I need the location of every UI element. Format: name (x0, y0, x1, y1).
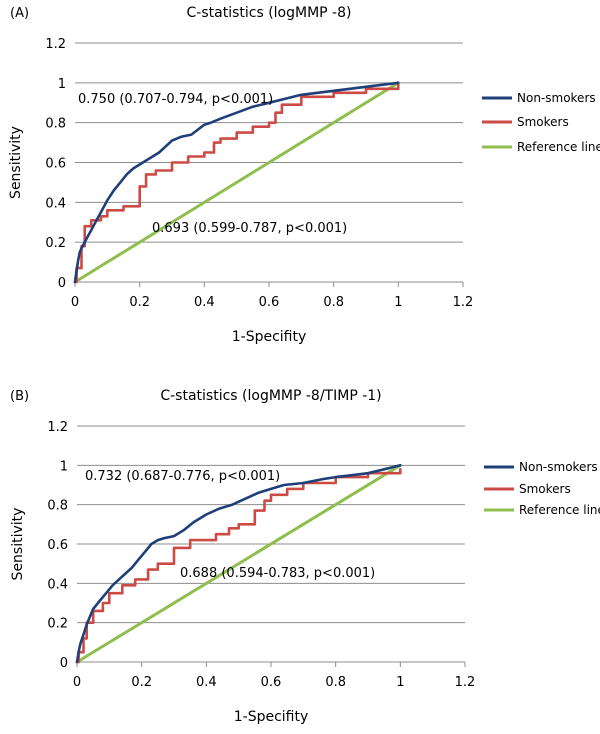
legend-entry: Non-smokers (519, 460, 598, 474)
chart-title: C-statistics (logMMP -8) (187, 5, 352, 21)
y-tick-label: 1.2 (47, 420, 68, 435)
legend-entry: Reference line (519, 503, 600, 517)
y-tick-label: 0.2 (47, 617, 68, 632)
smokers-line (73, 83, 400, 284)
y-tick-label: 0 (60, 656, 68, 671)
x-tick-label: 0.6 (259, 295, 280, 310)
non-smokers-line (73, 81, 400, 284)
y-tick-label: 0.2 (45, 236, 66, 251)
reference-line-line (75, 463, 402, 664)
x-axis-label: 1-Specifity (232, 329, 307, 345)
auc-annotation: 0.732 (0.687-0.776, p<0.001) (85, 469, 280, 484)
panel-label: (A) (10, 6, 29, 21)
x-tick-label: 1 (394, 295, 402, 310)
panel-label: (B) (10, 389, 29, 404)
x-tick-label: 0.2 (131, 675, 152, 690)
y-tick-label: 1 (60, 459, 68, 474)
x-tick-label: 1.2 (455, 675, 476, 690)
chart-panel-b: (B) C-statistics (logMMP -8/TIMP -1) 0 0.2 0… (10, 388, 600, 725)
legend-entry: Non-smokers (517, 91, 596, 105)
x-tick-label: 0.2 (129, 295, 150, 310)
y-tick-label: 0.6 (45, 157, 66, 172)
reference-line-line (73, 81, 400, 284)
y-tick-label: 0 (58, 276, 66, 291)
y-tick-label: 0.4 (45, 196, 66, 211)
auc-annotation: 0.693 (0.599-0.787, p<0.001) (152, 221, 347, 236)
auc-annotation: 0.750 (0.707-0.794, p<0.001) (78, 92, 273, 107)
x-tick-label: 1.2 (453, 295, 474, 310)
y-tick-label: 1 (58, 77, 66, 92)
x-tick-label: 0.4 (194, 295, 215, 310)
auc-annotation: 0.688 (0.594-0.783, p<0.001) (180, 566, 375, 581)
y-tick-label: 1.2 (45, 37, 66, 52)
non-smokers-line (75, 464, 402, 664)
x-tick-label: 0.8 (323, 295, 344, 310)
y-axis-label: Sensitivity (8, 126, 24, 199)
x-tick-label: 0 (71, 295, 79, 310)
smokers-line (75, 468, 402, 664)
x-axis-label: 1-Specifity (234, 709, 309, 725)
x-tick-label: 1 (396, 675, 404, 690)
y-tick-label: 0.8 (47, 499, 68, 514)
x-tick-label: 0.8 (325, 675, 346, 690)
x-tick-label: 0 (73, 675, 81, 690)
y-axis-label: Sensitivity (10, 508, 26, 581)
y-tick-label: 0.6 (47, 538, 68, 553)
legend-entry: Reference line (517, 140, 600, 154)
y-tick-label: 0.4 (47, 577, 68, 592)
chart-title: C-statistics (logMMP -8/TIMP -1) (160, 388, 381, 404)
x-tick-label: 0.4 (196, 675, 217, 690)
y-tick-label: 0.8 (45, 117, 66, 132)
legend-entry: Smokers (519, 482, 571, 496)
chart-panel-a: (A) C-statistics (logMMP -8) 0 0.2 0.4 0.6 0.8… (8, 5, 600, 345)
legend-entry: Smokers (517, 115, 569, 129)
x-tick-label: 0.6 (261, 675, 282, 690)
